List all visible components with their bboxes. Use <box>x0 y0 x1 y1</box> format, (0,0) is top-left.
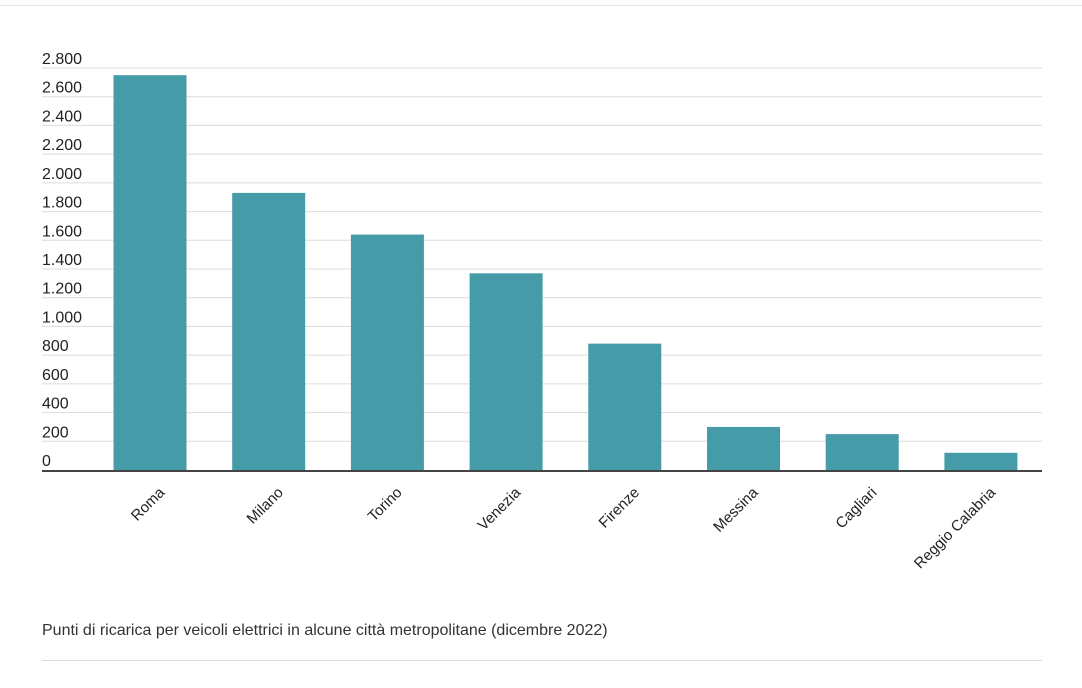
x-tick-label: Torino <box>365 484 406 525</box>
y-tick-label: 2.800 <box>42 51 82 68</box>
bar-chart: 0 200 400 600 800 1.000 1.200 1.400 1.600 1.800 2.… <box>42 51 1042 573</box>
y-tick-label: 600 <box>42 367 69 384</box>
bar-messina <box>707 426 780 470</box>
bottom-divider <box>42 660 1042 661</box>
y-tick-label: 1.200 <box>42 281 82 298</box>
x-tick-label: Milano <box>244 484 287 527</box>
bar-firenze <box>588 343 662 470</box>
bars <box>113 75 1018 470</box>
y-tick-label: 200 <box>42 424 69 441</box>
y-tick-label: 2.000 <box>42 166 82 183</box>
bar-milano <box>232 192 306 470</box>
chart-caption: Punti di ricarica per veicoli elettrici … <box>42 622 608 639</box>
x-axis-ticks: Roma Milano Torino Venezia Firenze Messina Cag… <box>128 484 1000 573</box>
y-tick-label: 800 <box>42 338 69 355</box>
bar-roma <box>113 75 187 470</box>
y-tick-label: 1.800 <box>42 195 82 212</box>
y-tick-label: 0 <box>42 453 51 470</box>
x-tick-label: Cagliari <box>832 484 880 532</box>
bar-torino <box>350 234 424 470</box>
gridlines <box>42 67 1042 442</box>
x-tick-label: Messina <box>710 484 762 536</box>
bar-cagliari <box>825 434 899 470</box>
x-tick-label: Roma <box>128 484 169 525</box>
top-divider <box>0 5 1082 6</box>
bar-venezia <box>469 273 543 470</box>
y-tick-label: 1.400 <box>42 252 82 269</box>
y-tick-label: 1.000 <box>42 309 82 326</box>
y-tick-label: 1.600 <box>42 223 82 240</box>
y-axis-ticks: 0 200 400 600 800 1.000 1.200 1.400 1.600 1.800 2.… <box>42 51 82 470</box>
x-tick-label: Venezia <box>475 484 525 534</box>
y-tick-label: 2.400 <box>42 108 82 125</box>
bar-reggio-calabria <box>944 452 1018 470</box>
y-tick-label: 2.200 <box>42 137 82 154</box>
y-tick-label: 400 <box>42 396 69 413</box>
x-tick-label: Reggio Calabria <box>911 484 1000 573</box>
y-tick-label: 2.600 <box>42 80 82 97</box>
x-tick-label: Firenze <box>596 484 643 531</box>
